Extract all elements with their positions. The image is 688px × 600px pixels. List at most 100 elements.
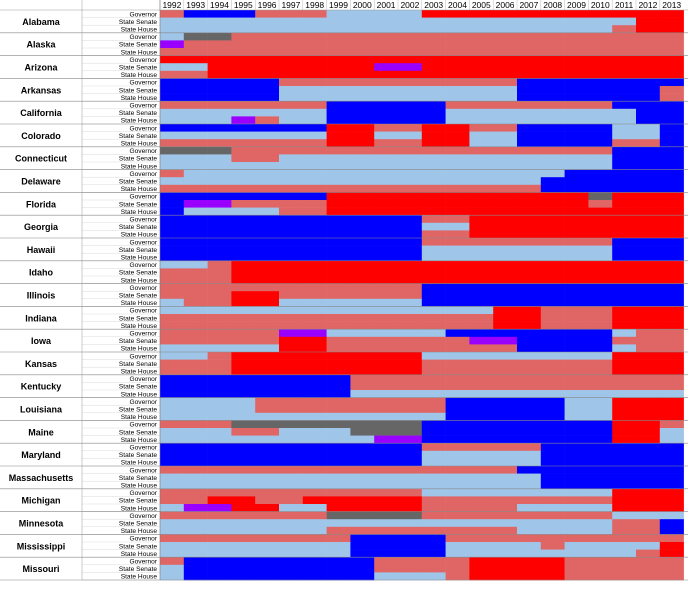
- cell-maryland-0-2004: [445, 443, 470, 452]
- cell-alaska-0-1999: [326, 32, 351, 41]
- cell-alabama-0-2000: [350, 10, 375, 18]
- cell-iowa-0-2013: [659, 329, 684, 338]
- cell-connecticut-1-2003: [421, 154, 446, 163]
- cell-alaska-1-2000: [350, 40, 375, 49]
- cell-georgia-2-2008: [540, 230, 565, 239]
- cell-california-1-1999: [326, 108, 351, 117]
- cell-kentucky-0-2004: [445, 374, 470, 383]
- cell-georgia-1-2012: [636, 222, 661, 231]
- cell-mississippi-2-2001: [374, 549, 399, 558]
- cell-california-2-1999: [326, 116, 351, 125]
- cell-connecticut-0-2007: [517, 146, 542, 155]
- cell-illinois-1-2006: [493, 291, 518, 300]
- row-label-georgia-1: State Senate: [119, 224, 157, 231]
- cell-arkansas-1-2003: [421, 86, 446, 94]
- cell-georgia-0-1997: [279, 215, 304, 224]
- cell-arkansas-0-2011: [612, 78, 637, 87]
- cell-indiana-0-2009: [564, 306, 589, 315]
- cell-alabama-0-1995: [231, 10, 256, 18]
- cell-minnesota-1-2008: [540, 519, 565, 528]
- cell-missouri-1-2012: [636, 564, 661, 573]
- cell-illinois-1-1998: [302, 291, 327, 300]
- cell-alaska-2-1998: [302, 48, 327, 56]
- cell-idaho-1-2008: [540, 268, 565, 277]
- cell-florida-2-1995: [231, 207, 256, 216]
- row-label-kentucky-2: State House: [121, 391, 158, 398]
- cell-iowa-2-2009: [564, 344, 589, 353]
- row-label-hawaii-1: State Senate: [119, 247, 157, 254]
- cell-alabama-2-1996: [255, 25, 280, 34]
- cell-indiana-1-2009: [564, 314, 589, 322]
- cell-massachusetts-2-2010: [588, 481, 613, 490]
- cell-michigan-1-1998: [302, 496, 327, 505]
- cell-mississippi-2-1997: [279, 549, 304, 558]
- cell-arizona-1-1998: [302, 63, 327, 72]
- cell-arizona-1-2013: [659, 63, 684, 72]
- year-label-1994: 1994: [210, 0, 229, 10]
- cell-alaska-1-1996: [255, 40, 280, 49]
- cell-arkansas-0-1997: [279, 78, 304, 87]
- cell-kentucky-2-2012: [636, 390, 661, 398]
- cell-delaware-0-2010: [588, 169, 613, 178]
- cell-arkansas-0-1994: [207, 78, 232, 87]
- cell-maryland-0-1992: [160, 443, 185, 452]
- cell-colorado-1-1995: [231, 131, 256, 140]
- cell-alabama-0-2013: [659, 10, 684, 18]
- cell-minnesota-2-2005: [469, 526, 494, 535]
- cell-maine-2-2009: [564, 435, 589, 444]
- cell-idaho-1-2004: [445, 268, 470, 277]
- cell-indiana-0-2005: [469, 306, 494, 315]
- cell-alaska-0-2004: [445, 32, 470, 41]
- cell-maine-2-1995: [231, 435, 256, 444]
- cell-illinois-2-2002: [398, 298, 423, 307]
- cell-hawaii-2-2007: [517, 253, 542, 262]
- cell-michigan-1-2007: [517, 496, 542, 505]
- cell-georgia-2-2004: [445, 230, 470, 239]
- cell-missouri-2-2007: [517, 572, 542, 581]
- cell-arkansas-1-1992: [160, 86, 185, 94]
- cell-missouri-1-1997: [279, 564, 304, 573]
- cell-iowa-2-2013: [659, 344, 684, 353]
- cell-arkansas-2-2002: [398, 93, 423, 102]
- cell-connecticut-2-2000: [350, 162, 375, 170]
- cell-louisiana-2-2013: [659, 412, 684, 421]
- cell-arizona-2-2001: [374, 70, 399, 79]
- cell-california-1-1998: [302, 108, 327, 117]
- cell-maine-0-2010: [588, 420, 613, 429]
- cell-maine-0-1994: [207, 420, 232, 429]
- cell-connecticut-1-2012: [636, 154, 661, 163]
- cell-louisiana-2-2002: [398, 412, 423, 421]
- cell-idaho-1-2012: [636, 268, 661, 277]
- cell-iowa-1-2008: [540, 336, 565, 345]
- cell-kansas-0-2006: [493, 352, 518, 360]
- cell-louisiana-1-2007: [517, 405, 542, 414]
- cell-alaska-0-1992: [160, 32, 185, 41]
- cell-alaska-1-2009: [564, 40, 589, 49]
- cell-kansas-0-2011: [612, 352, 637, 360]
- cell-maine-1-2003: [421, 428, 446, 436]
- cell-mississippi-2-1998: [302, 549, 327, 558]
- cell-georgia-1-1993: [183, 222, 208, 231]
- cell-massachusetts-0-1998: [302, 466, 327, 474]
- cell-maryland-1-2012: [636, 450, 661, 459]
- cell-connecticut-2-2005: [469, 162, 494, 170]
- cell-missouri-2-1996: [255, 572, 280, 581]
- cell-missouri-0-2002: [398, 557, 423, 566]
- cell-massachusetts-1-2001: [374, 473, 399, 482]
- cell-arkansas-0-2013: [659, 78, 684, 87]
- cell-michigan-2-1992: [160, 504, 185, 512]
- row-label-hawaii-2: State House: [121, 255, 158, 262]
- cell-colorado-0-1999: [326, 124, 351, 132]
- cell-florida-2-2009: [564, 207, 589, 216]
- cell-maryland-0-1999: [326, 443, 351, 452]
- cell-indiana-0-2006: [493, 306, 518, 315]
- cell-michigan-2-1993: [183, 504, 208, 512]
- cell-california-1-2004: [445, 108, 470, 117]
- cell-alaska-0-2005: [469, 32, 494, 41]
- cell-alaska-1-2007: [517, 40, 542, 49]
- cell-michigan-2-1995: [231, 504, 256, 512]
- cell-colorado-2-1992: [160, 139, 185, 148]
- cell-florida-0-2000: [350, 192, 375, 201]
- cell-colorado-1-1994: [207, 131, 232, 140]
- cell-missouri-1-2007: [517, 564, 542, 573]
